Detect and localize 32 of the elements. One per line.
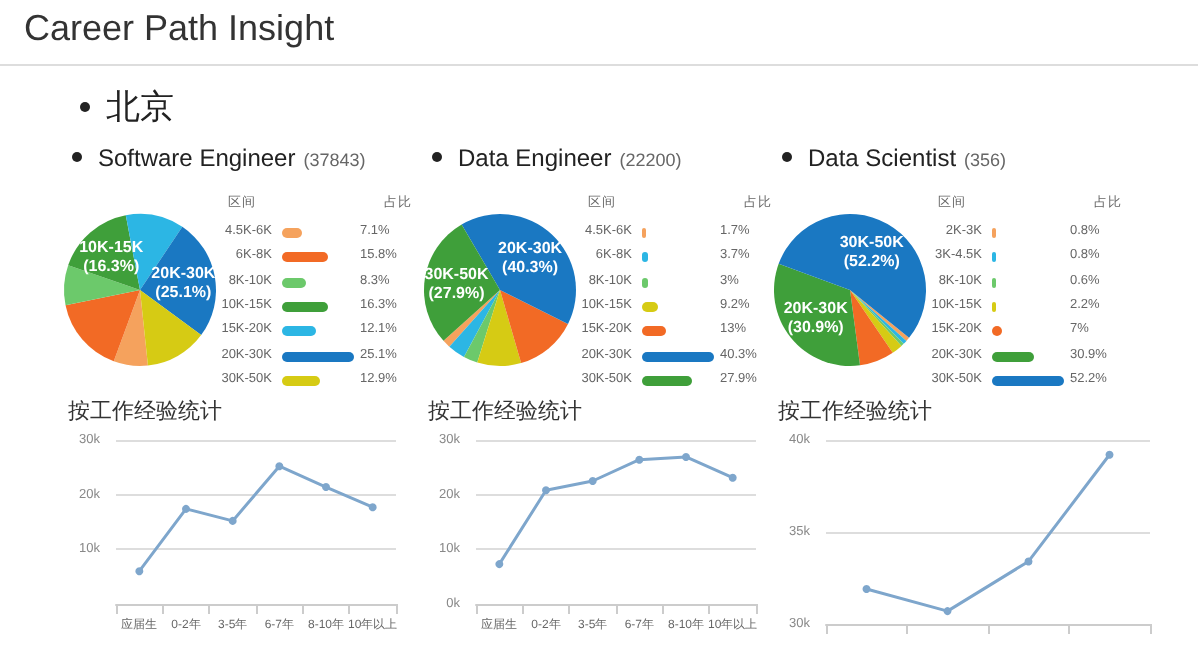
point: [322, 483, 330, 492]
data-label: 20K-30K (30.9%): [783, 299, 849, 337]
chart-title: Data Scientist: [808, 144, 957, 172]
point: [135, 567, 144, 576]
point: [943, 607, 952, 616]
chart-subtitle: (37843): [303, 150, 366, 170]
point: [542, 486, 550, 495]
point: [275, 462, 284, 471]
chart-title: 按工作经验统计: [778, 398, 932, 424]
data-label: 20K-30K (40.3%): [498, 239, 563, 277]
point: [228, 516, 237, 525]
chart-subtitle: (22200): [619, 150, 682, 170]
point: [495, 560, 504, 569]
text: 北京: [106, 88, 174, 126]
point: [1105, 450, 1114, 459]
point: [682, 452, 690, 461]
point: [635, 455, 644, 464]
point: [728, 473, 737, 482]
data-label: 30K-50K (27.9%): [424, 264, 489, 302]
text: Career Path Insight: [24, 8, 335, 48]
chart-title: 按工作经验统计: [68, 398, 222, 424]
chart-title: Software Engineer: [98, 144, 296, 172]
point: [862, 585, 871, 594]
point: [368, 503, 377, 512]
chart-title: Data Engineer: [458, 144, 612, 172]
data-label: 20K-30K (25.1%): [151, 263, 216, 301]
chart-subtitle: (356): [964, 150, 1007, 170]
point: [588, 477, 597, 485]
point: [1024, 557, 1033, 566]
point: [182, 504, 190, 513]
chart-title: 按工作经验统计: [428, 398, 582, 424]
data-label: 30K-50K (52.2%): [839, 233, 905, 271]
